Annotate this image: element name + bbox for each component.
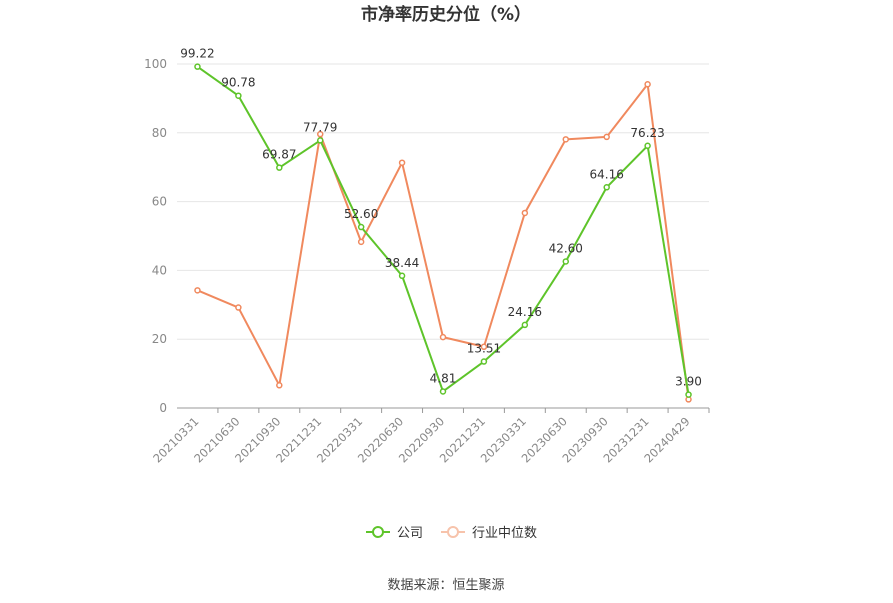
data-point[interactable] bbox=[439, 388, 447, 395]
data-point[interactable] bbox=[276, 164, 283, 171]
data-label: 4.81 bbox=[430, 371, 457, 385]
legend-marker[interactable] bbox=[372, 526, 384, 538]
legend-marker[interactable] bbox=[447, 526, 459, 538]
data-point[interactable] bbox=[357, 238, 365, 246]
data-point[interactable] bbox=[480, 358, 488, 365]
source-note: 数据来源：恒生聚源 bbox=[387, 578, 504, 593]
data-point[interactable] bbox=[316, 130, 324, 138]
data-point[interactable] bbox=[562, 258, 570, 265]
series-line-1 bbox=[197, 83, 690, 400]
data-point[interactable] bbox=[235, 92, 242, 99]
chart-title: 市净率历史分位（%） bbox=[361, 4, 531, 25]
data-point[interactable] bbox=[439, 333, 447, 341]
series-line-0 bbox=[196, 65, 690, 395]
legend[interactable]: 公司 行业中位数 bbox=[366, 526, 537, 541]
series-lines bbox=[194, 63, 692, 403]
data-point[interactable] bbox=[316, 137, 324, 144]
data-label: 76.23 bbox=[630, 126, 664, 140]
data-point[interactable] bbox=[194, 63, 201, 70]
data-point[interactable] bbox=[357, 223, 365, 231]
data-point[interactable] bbox=[603, 184, 610, 191]
y-tick-label: 20 bbox=[152, 332, 167, 346]
data-point[interactable] bbox=[235, 304, 242, 311]
y-tick-label: 100 bbox=[144, 57, 167, 71]
data-point[interactable] bbox=[398, 159, 406, 166]
legend-label[interactable]: 行业中位数 bbox=[472, 526, 537, 541]
data-label: 3.90 bbox=[675, 375, 702, 389]
data-label: 69.87 bbox=[262, 148, 296, 162]
data-point[interactable] bbox=[194, 287, 201, 294]
data-label: 24.16 bbox=[508, 305, 542, 319]
data-label: 64.16 bbox=[590, 167, 624, 181]
data-point[interactable] bbox=[480, 343, 488, 351]
data-label: 13.51 bbox=[467, 342, 501, 356]
data-label: 77.79 bbox=[303, 120, 337, 134]
data-point[interactable] bbox=[398, 272, 406, 280]
data-label: 42.60 bbox=[549, 241, 583, 255]
data-point[interactable] bbox=[562, 136, 570, 143]
data-label: 90.78 bbox=[221, 76, 255, 90]
data-label: 99.22 bbox=[180, 47, 214, 61]
grid-lines bbox=[177, 63, 709, 409]
data-point[interactable] bbox=[521, 321, 529, 329]
data-point[interactable] bbox=[644, 142, 651, 150]
data-point[interactable] bbox=[521, 209, 529, 217]
x-axis: 2021033120210630202109302021123120220331… bbox=[150, 408, 710, 466]
y-tick-label: 60 bbox=[152, 195, 167, 209]
data-point[interactable] bbox=[644, 81, 651, 88]
data-label: 52.60 bbox=[344, 207, 378, 221]
data-point[interactable] bbox=[603, 133, 610, 141]
data-point[interactable] bbox=[276, 382, 283, 389]
data-labels: 99.22 90.78 69.87 77.79 52.60 38.44 4.81 13.51 2… bbox=[180, 47, 702, 389]
data-label: 38.44 bbox=[385, 256, 419, 270]
data-point[interactable] bbox=[685, 391, 692, 398]
y-tick-label: 40 bbox=[152, 263, 167, 277]
y-axis: 0 20 40 60 80 100 bbox=[144, 57, 167, 415]
legend-label[interactable]: 公司 bbox=[397, 526, 423, 541]
y-tick-label: 80 bbox=[152, 126, 167, 140]
y-tick-label: 0 bbox=[159, 401, 167, 415]
